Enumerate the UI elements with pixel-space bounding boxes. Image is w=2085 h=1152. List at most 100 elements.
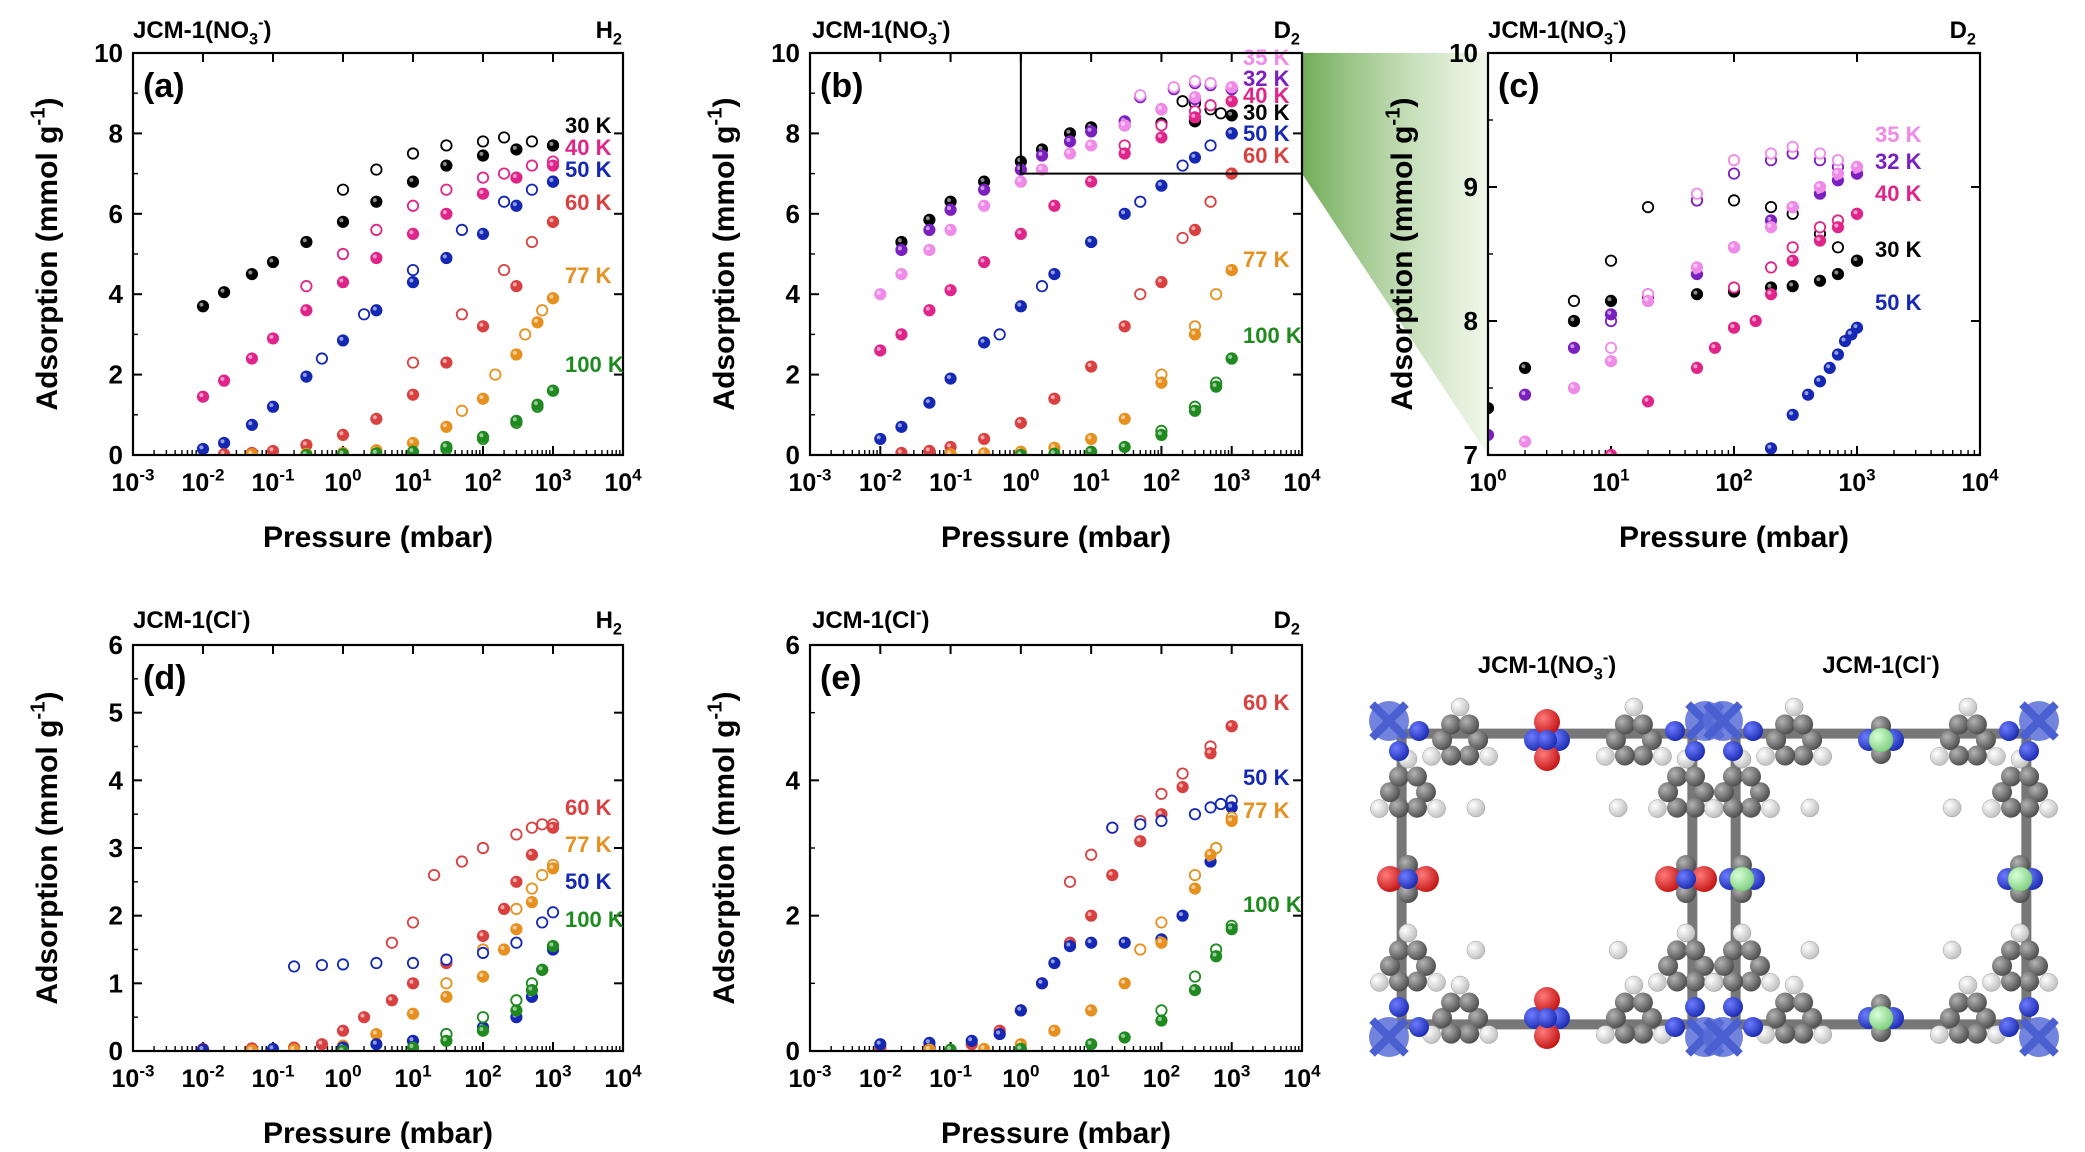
point-highlight — [1038, 145, 1043, 150]
hydrogen-atom — [1784, 697, 1804, 717]
point-highlight — [199, 302, 204, 307]
adsorption-point — [895, 268, 908, 281]
y-axis-label: Adsorption (mmol g-1) — [27, 691, 64, 1004]
x-tick-label: 104 — [1283, 466, 1321, 498]
adsorption-point — [406, 388, 420, 401]
adsorption-point — [1118, 440, 1131, 454]
point-highlight — [339, 278, 344, 283]
adsorption-point — [1085, 936, 1098, 949]
adsorption-point — [406, 1007, 420, 1020]
carbon-atom — [1676, 855, 1697, 875]
y-tick-label: 4 — [786, 279, 801, 309]
adsorption-point — [1118, 1031, 1131, 1044]
point-highlight — [1789, 282, 1794, 287]
atoms — [1369, 697, 1725, 1057]
adsorption-point — [1048, 199, 1061, 212]
adsorption-point — [1225, 923, 1238, 936]
point-highlight — [980, 435, 985, 440]
x-tick-label: 10-2 — [859, 1062, 902, 1094]
point-highlight — [1607, 297, 1612, 302]
desorption-point — [1604, 254, 1618, 267]
point-highlight — [339, 1027, 344, 1032]
adsorption-point — [217, 286, 231, 299]
adsorption-point — [1786, 280, 1799, 293]
desorption-point — [497, 131, 511, 144]
point-highlight — [1157, 431, 1162, 436]
legend-label: 77 K — [565, 832, 612, 857]
carbon-atom — [1948, 1023, 1969, 1044]
adsorption-point — [1210, 950, 1223, 963]
metal-bond — [1386, 701, 1409, 724]
adsorption-point — [1063, 940, 1077, 953]
adsorption-point — [1831, 348, 1845, 361]
point-highlight — [1108, 871, 1113, 876]
point-highlight — [1693, 364, 1698, 369]
point-highlight — [1178, 783, 1183, 788]
carbon-atom — [1740, 940, 1761, 961]
point-highlight — [409, 391, 414, 396]
point-highlight — [360, 1013, 365, 1018]
desorption-point — [336, 247, 350, 261]
desorption-point — [1085, 848, 1098, 861]
carbon-atom — [1614, 992, 1635, 1013]
hydrogen-atom — [1648, 973, 1667, 992]
series-77k — [923, 811, 1238, 1050]
series-77k — [245, 292, 560, 454]
x-axis-label: Pressure (mbar) — [263, 521, 493, 554]
hydrogen-atom — [2010, 923, 2030, 943]
adsorption-point — [1225, 801, 1238, 814]
adsorption-point — [1048, 1024, 1061, 1037]
series-100k — [300, 384, 560, 454]
point-highlight — [876, 435, 881, 440]
nitrogen-atom — [1389, 997, 1409, 1017]
legend-label: 30 K — [565, 113, 612, 138]
adsorption-point — [895, 446, 908, 454]
point-highlight — [1826, 364, 1831, 369]
point-highlight — [968, 1037, 973, 1042]
point-highlight — [1050, 395, 1055, 400]
panel-label: (d) — [143, 659, 186, 697]
carbon-atom — [1992, 782, 2013, 803]
y-tick-label: 9 — [1464, 172, 1478, 202]
adsorption-point — [1188, 328, 1202, 341]
hydrogen-atom — [2039, 799, 2058, 818]
carbon-atom — [1775, 745, 1796, 766]
oxygen-atom — [1655, 866, 1682, 892]
chloride-ion — [1868, 1005, 1894, 1031]
point-highlight — [528, 898, 533, 903]
point-highlight — [1228, 129, 1233, 134]
point-highlight — [549, 178, 554, 183]
carbon-atom — [1749, 955, 1770, 976]
desorption-point — [525, 183, 539, 196]
point-highlight — [946, 206, 951, 211]
carbon-atom — [1441, 992, 1462, 1013]
x-tick-label: 104 — [1283, 1062, 1321, 1094]
series-60k — [874, 720, 1238, 1050]
legend-label: 50 K — [1875, 290, 1922, 315]
y-tick-label: 8 — [109, 118, 123, 148]
x-tick-label: 102 — [1715, 466, 1752, 498]
point-highlight — [980, 202, 985, 207]
point-highlight — [1178, 912, 1183, 917]
data-points — [196, 818, 560, 1050]
carbon-atom — [1379, 782, 1400, 803]
carbon-atom — [1658, 955, 1679, 976]
legend-label: 32 K — [1875, 149, 1922, 174]
nitrogen-atom — [1685, 997, 1705, 1017]
x-tick-label: 103 — [1213, 466, 1250, 498]
x-tick-label: 100 — [324, 1062, 361, 1094]
carbon-atom — [1966, 714, 1987, 735]
adsorption-point — [1727, 321, 1741, 334]
adsorption-point — [440, 356, 453, 369]
desorption-point — [1831, 154, 1845, 167]
plot-frame — [808, 643, 1304, 1053]
adsorption-point — [1567, 381, 1581, 395]
desorption-point — [370, 956, 383, 970]
carbon-atom — [1432, 1008, 1453, 1029]
point-highlight — [500, 945, 505, 950]
point-highlight — [1157, 939, 1162, 944]
legend-label: 50 K — [565, 157, 612, 182]
point-highlight — [1789, 257, 1794, 262]
y-tick-label: 10 — [94, 38, 123, 68]
adsorption-point — [1764, 221, 1778, 234]
